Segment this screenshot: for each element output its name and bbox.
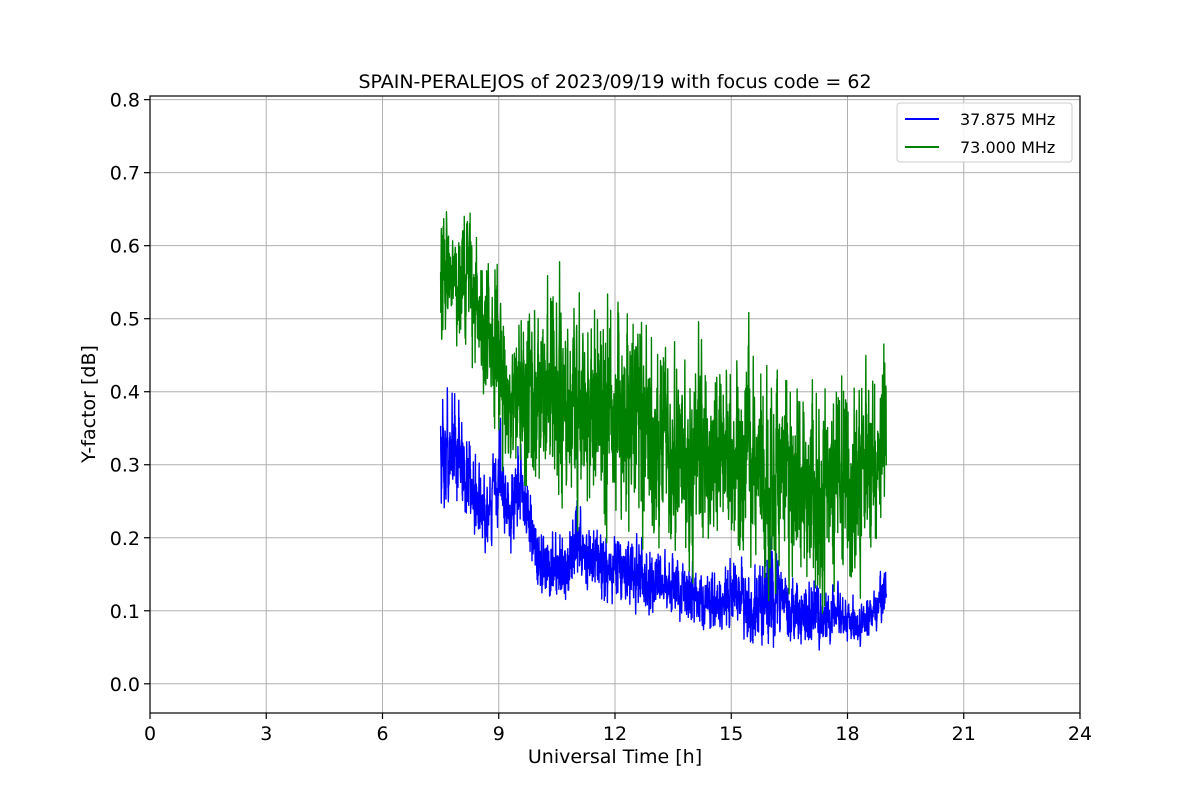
- y-tick-label: 0.6: [110, 236, 140, 258]
- y-tick-label: 0.7: [110, 163, 140, 185]
- y-tick-label: 0.3: [110, 455, 140, 477]
- y-tick-label: 0.5: [110, 309, 140, 331]
- legend-label-73000: 73.000 MHz: [960, 138, 1055, 157]
- x-tick-label: 24: [1068, 723, 1092, 745]
- legend-box: [896, 102, 1073, 163]
- y-axis-label: Y-factor [dB]: [78, 345, 100, 464]
- x-tick-label: 21: [952, 723, 976, 745]
- y-tick-label: 0.8: [110, 90, 140, 112]
- x-axis-label: Universal Time [h]: [528, 746, 702, 768]
- axis-ticks: 0 3 6 9 12 15 18 21 24 0.0 0.1 0.2 0.3 0.4 0.5 0.6 0.7 0.…: [110, 90, 1092, 745]
- x-tick-label: 9: [493, 723, 505, 745]
- chart-title: SPAIN-PERALEJOS of 2023/09/19 with focus…: [358, 71, 871, 93]
- x-tick-label: 6: [376, 723, 388, 745]
- x-tick-label: 12: [603, 723, 627, 745]
- legend-label-37875: 37.875 MHz: [960, 110, 1055, 129]
- series-layer: [439, 210, 887, 651]
- x-tick-label: 3: [260, 723, 272, 745]
- y-tick-label: 0.4: [110, 382, 140, 404]
- x-tick-label: 18: [835, 723, 859, 745]
- series-line-73000mhz: [439, 210, 887, 614]
- x-tick-label: 15: [719, 723, 743, 745]
- y-tick-label: 0.1: [110, 601, 140, 623]
- y-tick-label: 0.2: [110, 528, 140, 550]
- y-tick-label: 0.0: [110, 674, 140, 696]
- series-line-37875mhz: [439, 387, 887, 651]
- legend: 37.875 MHz 73.000 MHz: [896, 102, 1073, 163]
- x-tick-label: 0: [144, 723, 156, 745]
